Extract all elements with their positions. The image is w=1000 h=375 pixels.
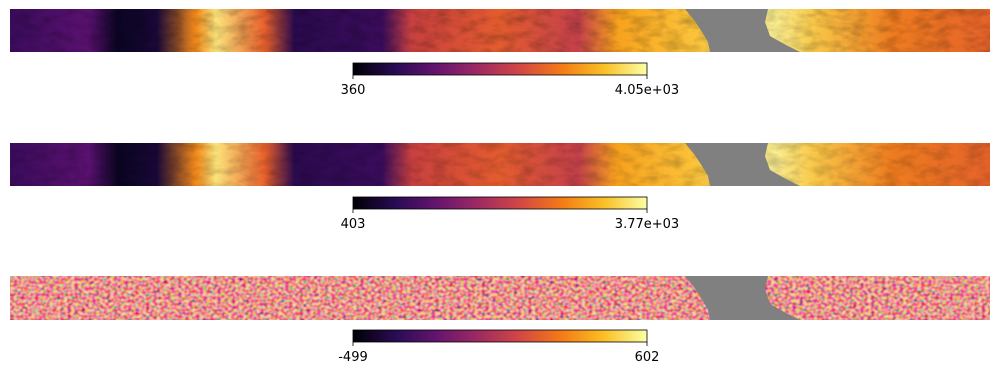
colorbar-tick-label: 360 <box>341 83 366 98</box>
map-panel <box>10 9 990 52</box>
map-panel <box>10 143 990 186</box>
colorbar-tick-label: 3.77e+03 <box>615 217 679 232</box>
map-panel <box>10 276 990 320</box>
colorbar-tick-label: 403 <box>341 217 366 232</box>
colorbar-tick-label: 4.05e+03 <box>615 83 679 98</box>
colorbar <box>352 62 648 76</box>
colorbar <box>352 329 648 343</box>
colorbar <box>352 196 648 210</box>
colorbar-tick-label: -499 <box>338 350 368 365</box>
colorbar-tick-label: 602 <box>635 350 660 365</box>
